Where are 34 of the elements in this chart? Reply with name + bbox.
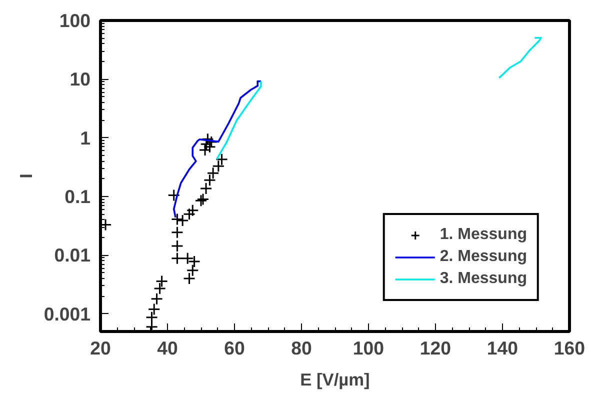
legend-label: 1. Messung	[440, 226, 527, 244]
x-tick-label: 80	[291, 338, 312, 358]
x-tick-label: 100	[352, 338, 384, 358]
legend-label: 2. Messung	[440, 248, 527, 266]
point	[168, 189, 180, 202]
y-tick-label: 0.1	[64, 186, 91, 208]
point	[154, 282, 166, 295]
x-tick-label: 120	[420, 338, 452, 358]
point	[148, 302, 160, 316]
y-tick-label: 0.001	[44, 303, 90, 324]
point	[156, 274, 168, 288]
y-tick-label: 1	[80, 127, 91, 148]
point	[170, 240, 184, 252]
point	[181, 252, 194, 265]
point	[170, 252, 184, 265]
x-axis-title: E [V/µm]	[300, 370, 370, 390]
point	[188, 255, 201, 268]
y-tick-label: 10	[70, 68, 91, 90]
point	[170, 212, 184, 226]
point	[186, 204, 199, 217]
point	[201, 132, 214, 146]
x-tick-label: 160	[554, 338, 586, 358]
y-tick-label: 100	[59, 10, 91, 31]
line-series	[172, 80, 262, 218]
point	[150, 292, 164, 306]
x-tick-label: 60	[224, 338, 245, 358]
y-axis-title: I	[16, 174, 36, 178]
x-tick-label: 40	[157, 338, 178, 358]
point	[100, 218, 112, 231]
legend-label: 3. Messung	[440, 270, 527, 288]
x-tick-label: 140	[486, 338, 518, 358]
y-tick-label: 0.01	[54, 244, 90, 266]
point	[170, 226, 184, 239]
x-tick-label: 20	[90, 338, 111, 358]
